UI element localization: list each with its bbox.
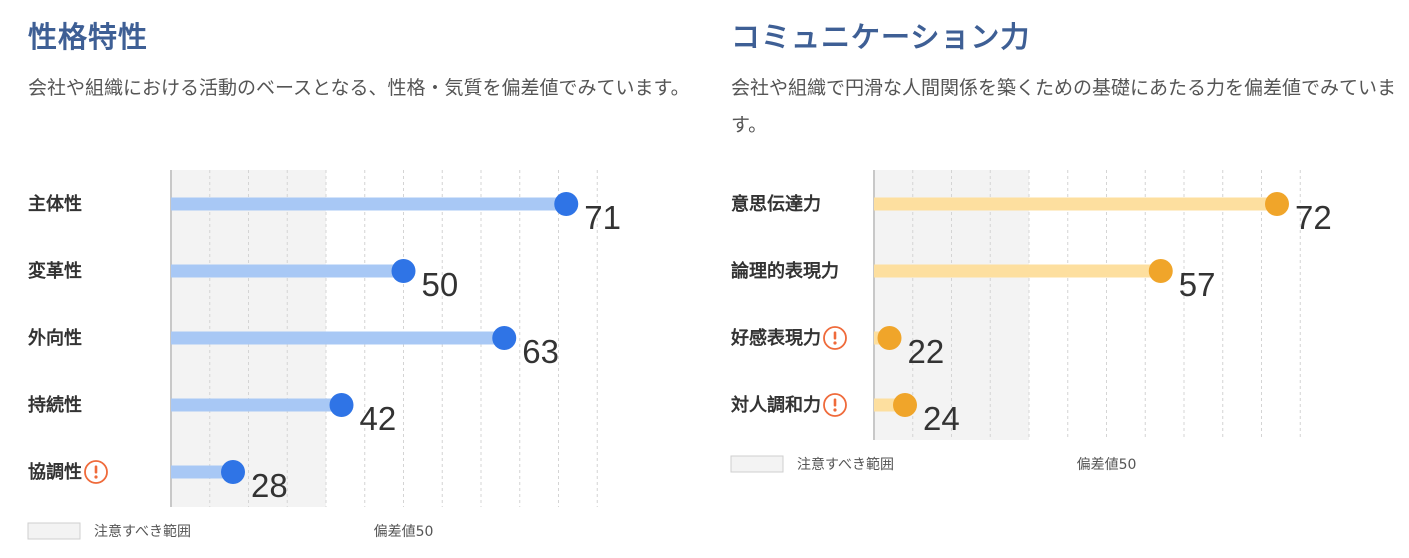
warning-icon-bar	[94, 465, 98, 474]
warning-icon-dot	[94, 475, 98, 479]
bar	[874, 264, 1161, 278]
category-label: 意思伝達力	[731, 193, 821, 215]
warning-icon-bar	[833, 398, 837, 407]
bar-end-dot	[877, 326, 902, 350]
value-label: 50	[422, 266, 459, 303]
category-label: 持続性	[28, 394, 82, 416]
category-label: 好感表現力	[730, 327, 821, 349]
legend-mean-label: 偏差値50	[374, 524, 434, 540]
bar-end-dot	[1265, 192, 1289, 216]
personality-panel: 性格特性 会社や組織における活動のベースとなる、性格・気質を偏差値でみています。…	[27, 0, 718, 558]
value-label: 71	[584, 199, 621, 236]
bar	[171, 264, 404, 278]
bar-end-dot	[492, 326, 517, 350]
bar-end-dot	[1148, 259, 1173, 283]
bar-end-dot	[391, 259, 416, 283]
bar	[171, 465, 233, 479]
legend-mean-label: 偏差値50	[1077, 457, 1137, 473]
value-label: 57	[1179, 266, 1216, 303]
value-label: 72	[1295, 199, 1332, 236]
category-label: 論理的表現力	[731, 260, 839, 282]
communication-chart-svg: 意思伝達力 72 論理的表現力 57 好感表現力 22 対人調和力 24 注意すべき範囲 偏差値5…	[730, 170, 1332, 473]
warning-icon-bar	[833, 331, 837, 340]
personality-chart: 主体性 71 変革性 50 外向性 63 持続性 42 協調性 28 注意すべき範囲 偏差値50	[27, 170, 708, 555]
value-label: 28	[251, 467, 288, 504]
personality-description: 会社や組織における活動のベースとなる、性格・気質を偏差値でみています。	[28, 77, 690, 99]
legend-caution-label: 注意すべき範囲	[94, 523, 191, 540]
bar-end-dot	[221, 460, 245, 484]
warning-icon	[823, 393, 847, 417]
bar-end-dot	[893, 393, 917, 417]
bar	[874, 197, 1277, 211]
warning-icon	[823, 326, 847, 350]
category-label: 外向性	[28, 327, 82, 349]
value-label: 42	[360, 400, 397, 437]
warning-icon-dot	[833, 341, 837, 345]
personality-chart-svg: 主体性 71 変革性 50 外向性 63 持続性 42 協調性 28 注意すべき範囲 偏差値50	[27, 170, 621, 540]
bar	[171, 197, 567, 211]
bar-end-dot	[554, 192, 579, 216]
value-label: 63	[522, 333, 559, 370]
communication-panel: コミュニケーション力 会社や組織で円滑な人間関係を築くための基礎にあたる力を偏差…	[730, 0, 1409, 558]
communication-title: コミュニケーション力	[731, 20, 1031, 54]
warning-icon	[84, 460, 108, 484]
category-label: 対人調和力	[730, 394, 821, 416]
value-label: 22	[908, 333, 945, 370]
communication-description: 会社や組織で円滑な人間関係を築くための基礎にあたる力を偏差値でみています。	[731, 77, 1397, 136]
bar-end-dot	[329, 393, 354, 417]
legend-caution-label: 注意すべき範囲	[797, 456, 894, 473]
personality-title: 性格特性	[28, 20, 149, 54]
legend-caution-swatch	[27, 522, 81, 540]
category-label: 主体性	[28, 193, 82, 215]
communication-chart: 意思伝達力 72 論理的表現力 57 好感表現力 22 対人調和力 24 注意すべき範囲 偏差値5…	[730, 170, 1409, 490]
bar	[171, 331, 505, 345]
warning-icon-dot	[833, 408, 837, 412]
category-label: 協調性	[28, 461, 82, 483]
value-label: 24	[923, 400, 960, 437]
bar	[171, 398, 342, 412]
category-label: 変革性	[28, 260, 82, 282]
legend-caution-swatch	[730, 455, 784, 473]
